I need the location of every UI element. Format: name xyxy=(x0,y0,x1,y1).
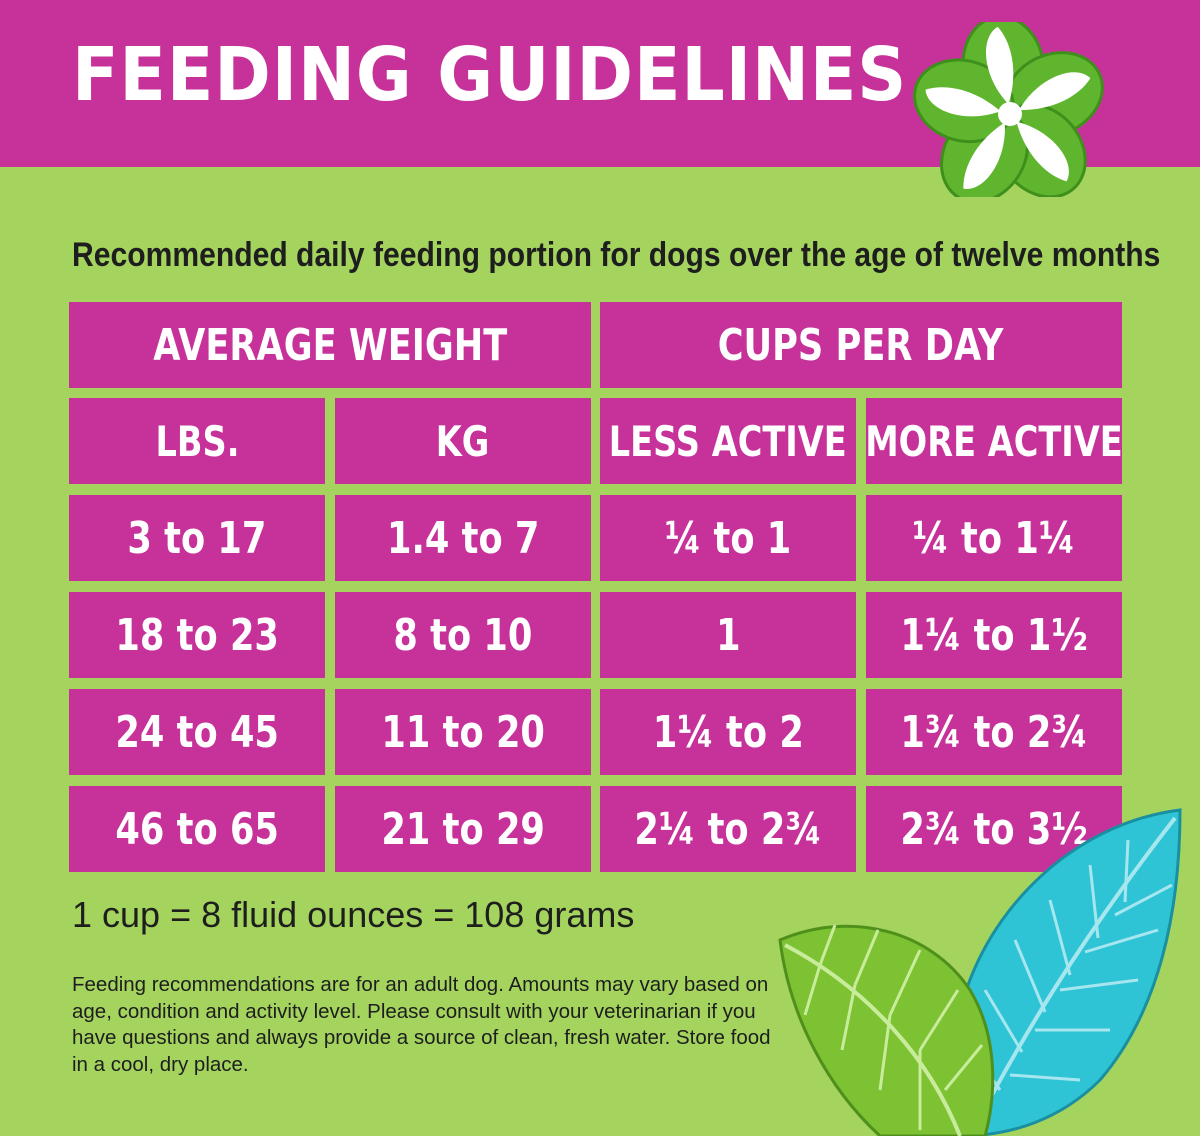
tropical-leaf-green-icon xyxy=(778,924,995,1136)
table-cell: 1.4 to 7 xyxy=(335,495,591,581)
group-header-cups-per-day: CUPS PER DAY xyxy=(600,302,1122,388)
table-cell: 21 to 29 xyxy=(335,786,591,872)
table-cell: 2¼ to 2¾ xyxy=(600,786,856,872)
column-header-lbs: LBS. xyxy=(69,398,325,484)
conversion-note: 1 cup = 8 fluid ounces = 108 grams xyxy=(72,894,635,935)
column-header-less-active: LESS ACTIVE xyxy=(600,398,856,484)
group-header-average-weight: AVERAGE WEIGHT xyxy=(69,302,591,388)
tropical-leaves xyxy=(778,808,1182,1136)
table-cell: 3 to 17 xyxy=(69,495,325,581)
page-title: FEEDING GUIDELINES xyxy=(72,32,908,118)
table-cell: 1¼ to 2 xyxy=(600,689,856,775)
table-cell: 1¼ to 1½ xyxy=(866,592,1122,678)
subtitle: Recommended daily feeding portion for do… xyxy=(72,236,1161,274)
table-cell: 1 xyxy=(600,592,856,678)
table-cell: 18 to 23 xyxy=(69,592,325,678)
hibiscus-flower-icon xyxy=(913,22,1104,197)
column-header-more-active: MORE ACTIVE xyxy=(865,398,1123,484)
table-cell: ¼ to 1¼ xyxy=(866,495,1122,581)
table-cell: 24 to 45 xyxy=(69,689,325,775)
column-header-kg: KG xyxy=(335,398,591,484)
table-cell: 8 to 10 xyxy=(335,592,591,678)
table-cell: ¼ to 1 xyxy=(600,495,856,581)
table-cell: 1¾ to 2¾ xyxy=(866,689,1122,775)
table-cell: 46 to 65 xyxy=(69,786,325,872)
table-cell: 11 to 20 xyxy=(335,689,591,775)
feeding-disclaimer: Feeding recommendations are for an adult… xyxy=(72,973,771,1076)
